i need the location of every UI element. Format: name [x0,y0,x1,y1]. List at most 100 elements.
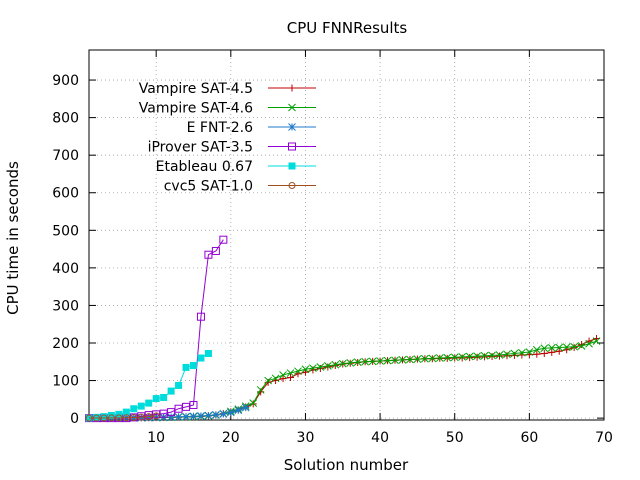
data-point-2-16 [204,411,213,420]
data-point-1-41 [391,356,399,365]
data-point-4-3 [107,411,115,419]
chart-title: CPU FNNResults [287,19,408,37]
data-point-1-36 [353,358,362,367]
data-point-1-48 [443,353,452,362]
data-point-1-22 [249,399,258,407]
data-point-1-32 [323,362,332,370]
data-point-1-34 [338,359,347,368]
x-tick-label-0: 10 [147,430,165,446]
legend-marker-2 [288,123,296,131]
data-point-1-54 [488,351,496,360]
legend-marker-4 [288,162,296,170]
data-point-1-68 [592,337,601,345]
data-point-2-13 [182,412,190,421]
data-point-1-49 [450,353,459,362]
data-point-5-4 [115,414,123,422]
x-tick-label-1: 20 [222,430,240,446]
data-point-4-0 [85,414,93,422]
data-point-4-10 [160,393,168,401]
data-point-0-55 [496,352,504,360]
legend: Vampire SAT-4.5 Vampire SAT-4.6 E FNT-2.6 i… [139,81,316,195]
data-point-0-49 [451,354,459,362]
data-point-1-66 [577,342,586,350]
data-point-2-21 [241,403,250,412]
data-point-0-51 [466,354,474,362]
data-point-0-56 [503,352,511,360]
data-point-1-44 [413,355,422,364]
data-point-1-30 [309,364,317,373]
data-point-1-52 [473,352,481,360]
data-point-0-61 [540,350,548,358]
axis-ticks: 0 100 200 300 400 500 600 700 800 900 10 20 30 40 50 60… [52,50,613,446]
data-point-5-6 [130,414,138,422]
series-0 [85,334,601,422]
data-point-1-51 [465,352,474,361]
series-line-0 [88,338,597,419]
y-tick-label-9: 900 [52,73,79,89]
data-point-1-55 [495,351,504,359]
data-point-0-31 [316,365,324,373]
legend-label-4: Etableau 0.67 [156,159,253,175]
data-point-1-26 [279,371,287,379]
data-point-4-8 [145,399,153,407]
data-point-1-39 [376,357,384,365]
data-point-3-17 [211,246,220,255]
data-point-4-11 [167,387,175,395]
data-point-4-7 [137,402,145,410]
legend-label-5: cvc5 SAT-1.0 [164,179,253,195]
data-point-1-59 [525,348,534,356]
legend-label-0: Vampire SAT-4.5 [139,81,253,97]
data-point-1-50 [458,353,467,361]
data-point-1-56 [503,350,511,359]
data-point-0-53 [481,353,489,361]
data-point-2-14 [189,412,198,421]
y-tick-label-7: 700 [52,148,79,164]
data-point-5-3 [107,414,115,422]
y-tick-label-0: 0 [70,411,79,427]
series-line-1 [88,340,597,419]
legend-marker-3 [288,142,296,151]
data-point-2-12 [174,412,183,421]
data-point-1-38 [368,357,377,366]
data-point-4-2 [100,413,108,421]
data-point-2-11 [167,413,175,421]
data-point-1-46 [428,354,437,363]
data-point-4-5 [122,408,130,416]
data-point-4-9 [152,395,160,403]
data-point-3-14 [189,400,198,409]
legend-label-1: Vampire SAT-4.6 [139,101,253,117]
data-point-0-63 [555,347,563,355]
data-point-4-13 [182,363,190,371]
data-point-1-33 [331,360,340,369]
data-point-0-26 [279,375,287,383]
data-point-1-61 [540,344,549,353]
data-point-1-45 [421,354,429,363]
legend-label-3: iProver SAT-3.5 [148,140,253,156]
y-tick-label-1: 100 [52,374,79,390]
x-axis-label: Solution number [284,456,409,474]
data-point-5-5 [122,414,130,422]
data-point-0-52 [473,353,481,361]
x-tick-label-6: 70 [595,430,613,446]
data-point-1-43 [406,355,414,364]
y-tick-label-2: 200 [52,336,79,352]
data-point-2-8 [144,413,153,422]
data-point-3-18 [219,235,228,244]
data-point-3-15 [196,312,205,321]
y-tick-label-6: 600 [52,186,79,202]
series-3 [85,235,228,423]
data-point-1-23 [256,386,265,394]
data-point-0-66 [578,340,586,348]
series-1 [85,337,601,422]
data-point-1-25 [271,374,280,383]
data-point-2-19 [226,408,235,417]
data-point-0-62 [548,348,556,356]
x-tick-label-4: 50 [446,430,464,446]
data-point-1-31 [316,363,325,371]
data-point-0-60 [533,350,541,358]
series-layer [85,235,601,423]
data-point-1-35 [346,359,355,367]
data-point-4-6 [130,405,138,413]
data-point-1-62 [547,344,556,352]
